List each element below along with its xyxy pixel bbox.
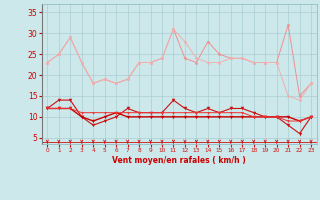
X-axis label: Vent moyen/en rafales ( km/h ): Vent moyen/en rafales ( km/h ) <box>112 156 246 165</box>
